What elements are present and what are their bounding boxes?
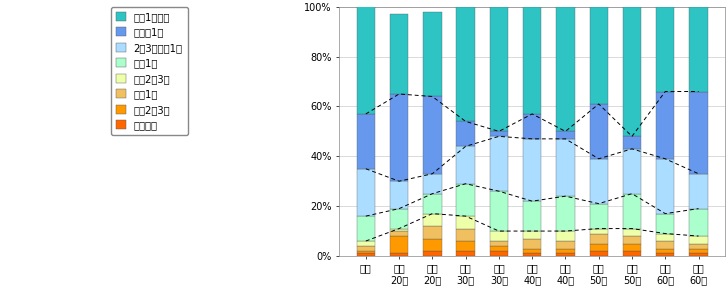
Bar [490,246,508,251]
Bar [556,7,574,131]
Bar [390,209,408,229]
Bar [523,201,542,231]
Bar [456,7,475,122]
Bar [423,226,441,238]
Bar [656,159,674,214]
Bar [523,238,542,249]
Bar [490,191,508,231]
Bar [423,251,441,256]
Bar [656,249,674,253]
Legend: 年に1回以下, 半年に1回, 2〜3カ月に1回, 月に1回, 月に2〜3回, 週に1回, 週に2〜3回, ほぼ毎日: 年に1回以下, 半年に1回, 2〜3カ月に1回, 月に1回, 月に2〜3回, 週… [111,7,188,135]
Bar [490,131,508,136]
Bar [456,241,475,251]
Bar [689,209,708,236]
Bar [523,253,542,256]
Bar [623,7,641,136]
Bar [390,236,408,253]
Bar [656,241,674,249]
Bar [556,231,574,241]
Bar [590,104,608,159]
Bar [490,136,508,191]
Bar [656,214,674,234]
Bar [623,251,641,256]
Bar [689,236,708,244]
Bar [623,194,641,229]
Bar [556,131,574,139]
Bar [490,231,508,241]
Bar [423,174,441,194]
Bar [456,216,475,229]
Bar [590,251,608,256]
Bar [623,244,641,251]
Bar [523,139,542,201]
Bar [456,122,475,146]
Bar [590,159,608,204]
Bar [390,253,408,256]
Bar [423,96,441,174]
Bar [556,139,574,196]
Bar [556,241,574,249]
Bar [456,146,475,184]
Bar [390,14,408,94]
Bar [556,249,574,253]
Bar [556,196,574,231]
Bar [656,234,674,241]
Bar [357,246,375,251]
Bar [689,7,708,92]
Bar [556,253,574,256]
Bar [357,4,375,114]
Bar [357,253,375,256]
Bar [590,204,608,229]
Bar [423,238,441,251]
Bar [590,234,608,244]
Bar [357,114,375,169]
Bar [423,12,441,96]
Bar [590,229,608,234]
Bar [390,231,408,236]
Bar [689,249,708,253]
Bar [689,174,708,209]
Bar [357,251,375,253]
Bar [357,169,375,216]
Bar [456,229,475,241]
Bar [523,231,542,238]
Bar [357,241,375,246]
Bar [423,214,441,226]
Bar [523,7,542,114]
Bar [689,244,708,249]
Bar [623,229,641,236]
Bar [390,229,408,231]
Bar [390,181,408,209]
Bar [656,253,674,256]
Bar [423,194,441,214]
Bar [656,92,674,159]
Bar [523,249,542,253]
Bar [590,244,608,251]
Bar [623,149,641,194]
Bar [623,136,641,149]
Bar [490,251,508,256]
Bar [689,253,708,256]
Bar [656,7,674,92]
Bar [590,7,608,104]
Bar [523,114,542,139]
Bar [623,236,641,244]
Bar [490,241,508,246]
Bar [689,92,708,174]
Bar [390,94,408,181]
Bar [490,7,508,131]
Bar [357,216,375,241]
Bar [456,251,475,256]
Bar [456,184,475,216]
